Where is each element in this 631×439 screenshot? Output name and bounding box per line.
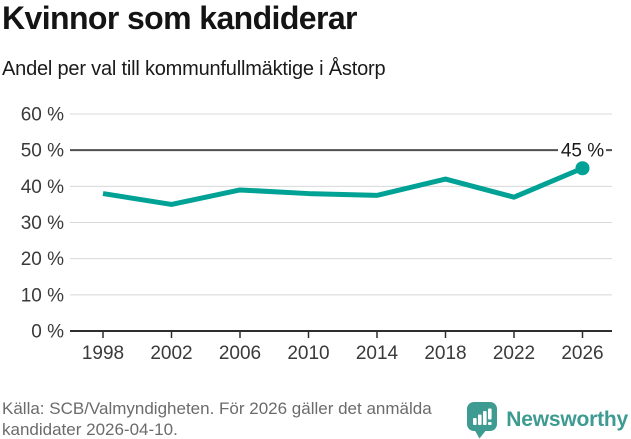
line-chart: 0 % 10 % 20 % 30 % 40 % 50 % 60 % 45 % 1998 2002 2…: [21, 104, 612, 364]
y-tick-label: 60 %: [21, 104, 64, 125]
x-tick-label: 2006: [219, 343, 261, 364]
x-tick-label: 2010: [287, 343, 329, 364]
source-line-2: kandidater 2026-04-10.: [2, 420, 178, 439]
y-tick-label: 0 %: [31, 322, 64, 343]
end-label: 45 %: [561, 141, 604, 162]
newsworthy-wordmark: Newsworthy: [506, 408, 628, 431]
data-line: [102, 165, 584, 207]
y-tick-label: 20 %: [21, 249, 64, 270]
y-tick-label: 40 %: [21, 177, 64, 198]
x-tick-label: 2022: [493, 343, 535, 364]
x-tick-label: 2002: [150, 343, 192, 364]
newsworthy-bubble-chart-icon: [467, 402, 498, 439]
x-tick-label: 2018: [424, 343, 466, 364]
source-line-1: Källa: SCB/Valmyndigheten. För 2026 gäll…: [2, 399, 432, 418]
x-tick-label: 1998: [82, 343, 124, 364]
source-note: Källa: SCB/Valmyndigheten. För 2026 gäll…: [2, 398, 432, 439]
y-tick-label: 50 %: [21, 141, 64, 162]
chart-title: Kvinnor som kandiderar: [2, 0, 358, 36]
newsworthy-logo[interactable]: Newsworthy: [466, 401, 628, 439]
y-tick-label: 30 %: [21, 213, 64, 234]
chart-footer: Källa: SCB/Valmyndigheten. För 2026 gäll…: [2, 398, 628, 439]
x-tick-label: 2014: [356, 343, 399, 364]
chart-subtitle: Andel per val till kommunfullmäktige i Å…: [2, 58, 386, 80]
y-tick-label: 10 %: [21, 285, 64, 306]
end-point-dot: [575, 161, 590, 176]
x-tick-label: 2026: [561, 343, 603, 364]
end-label-mask: [558, 139, 606, 162]
